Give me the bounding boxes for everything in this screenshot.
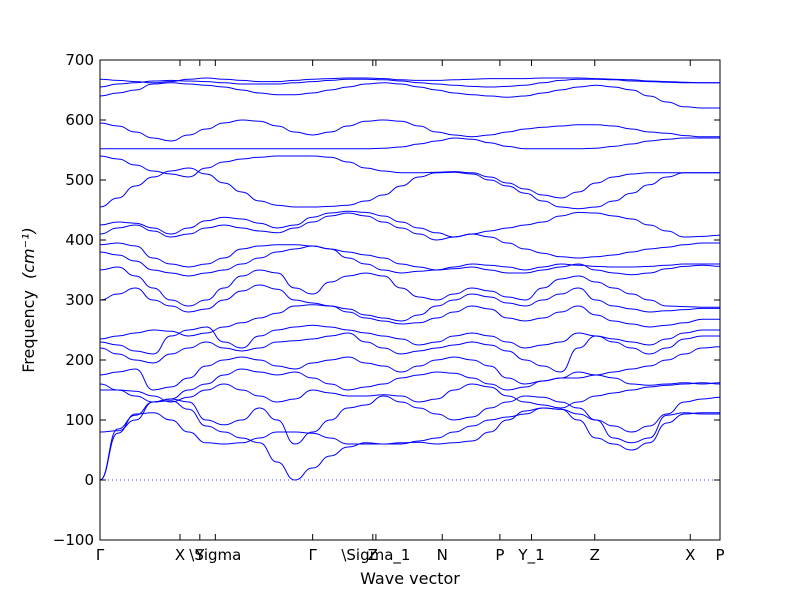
band-line-17 bbox=[100, 155, 720, 199]
x-tick-label: Y bbox=[194, 546, 205, 564]
band-line-22 bbox=[100, 77, 720, 84]
y-axis-label-text: Frequency bbox=[19, 290, 38, 373]
band-line-15 bbox=[100, 210, 720, 238]
band-line-16 bbox=[100, 167, 720, 210]
x-tick-label: X bbox=[685, 546, 695, 564]
x-axis-label: Wave vector bbox=[360, 569, 460, 588]
band-line-13 bbox=[100, 242, 720, 271]
band-line-3 bbox=[100, 395, 720, 445]
x-tick-label: Z bbox=[590, 546, 600, 564]
band-line-9 bbox=[100, 304, 720, 340]
x-tick-label: P bbox=[715, 546, 724, 564]
y-tick-label: 200 bbox=[65, 351, 94, 369]
x-axis: Γ X Y\Sigma Γ Z\Sigma_1 N P Y_1 Z X P bbox=[96, 60, 725, 565]
band-line-11 bbox=[100, 266, 720, 308]
x-tick-label: Γ bbox=[96, 546, 105, 564]
band-line-5 bbox=[100, 368, 720, 403]
x-tick-label: \Sigma bbox=[189, 546, 241, 564]
x-tick-label: P bbox=[495, 546, 504, 564]
band-line-20 bbox=[100, 82, 720, 109]
y-tick-label: 300 bbox=[65, 291, 94, 309]
band-line-10 bbox=[100, 284, 720, 322]
band-line-6 bbox=[100, 346, 720, 391]
band-line-21 bbox=[100, 78, 720, 88]
y-axis-label-unit: (cm⁻¹) bbox=[19, 227, 38, 279]
y-tick-label: 700 bbox=[65, 51, 94, 69]
y-tick-label: −100 bbox=[53, 531, 94, 549]
y-tick-label: 600 bbox=[65, 111, 94, 129]
x-tick-label: Y_1 bbox=[517, 546, 544, 565]
y-tick-label: 0 bbox=[84, 471, 94, 489]
y-tick-label: 500 bbox=[65, 171, 94, 189]
x-tick-label: Γ bbox=[308, 546, 317, 564]
band-line-18 bbox=[100, 137, 720, 150]
x-tick-label: X bbox=[175, 546, 185, 564]
y-tick-label: 400 bbox=[65, 231, 94, 249]
band-line-7 bbox=[100, 332, 720, 373]
x-tick-label: Z bbox=[368, 546, 378, 564]
band-line-12 bbox=[100, 245, 720, 277]
x-tick-label: N bbox=[437, 546, 448, 564]
band-line-8 bbox=[100, 324, 720, 355]
y-axis-label: Frequency (cm⁻¹) bbox=[19, 227, 38, 372]
band-line-14 bbox=[100, 212, 720, 259]
band-line-2 bbox=[100, 400, 720, 481]
x-tick-label: \Sigma_1 bbox=[341, 546, 410, 565]
band-line-4 bbox=[100, 382, 720, 409]
y-axis: −100 0 100 200 300 400 500 600 700 bbox=[53, 51, 720, 549]
y-tick-label: 100 bbox=[65, 411, 94, 429]
band-line-19 bbox=[100, 119, 720, 142]
